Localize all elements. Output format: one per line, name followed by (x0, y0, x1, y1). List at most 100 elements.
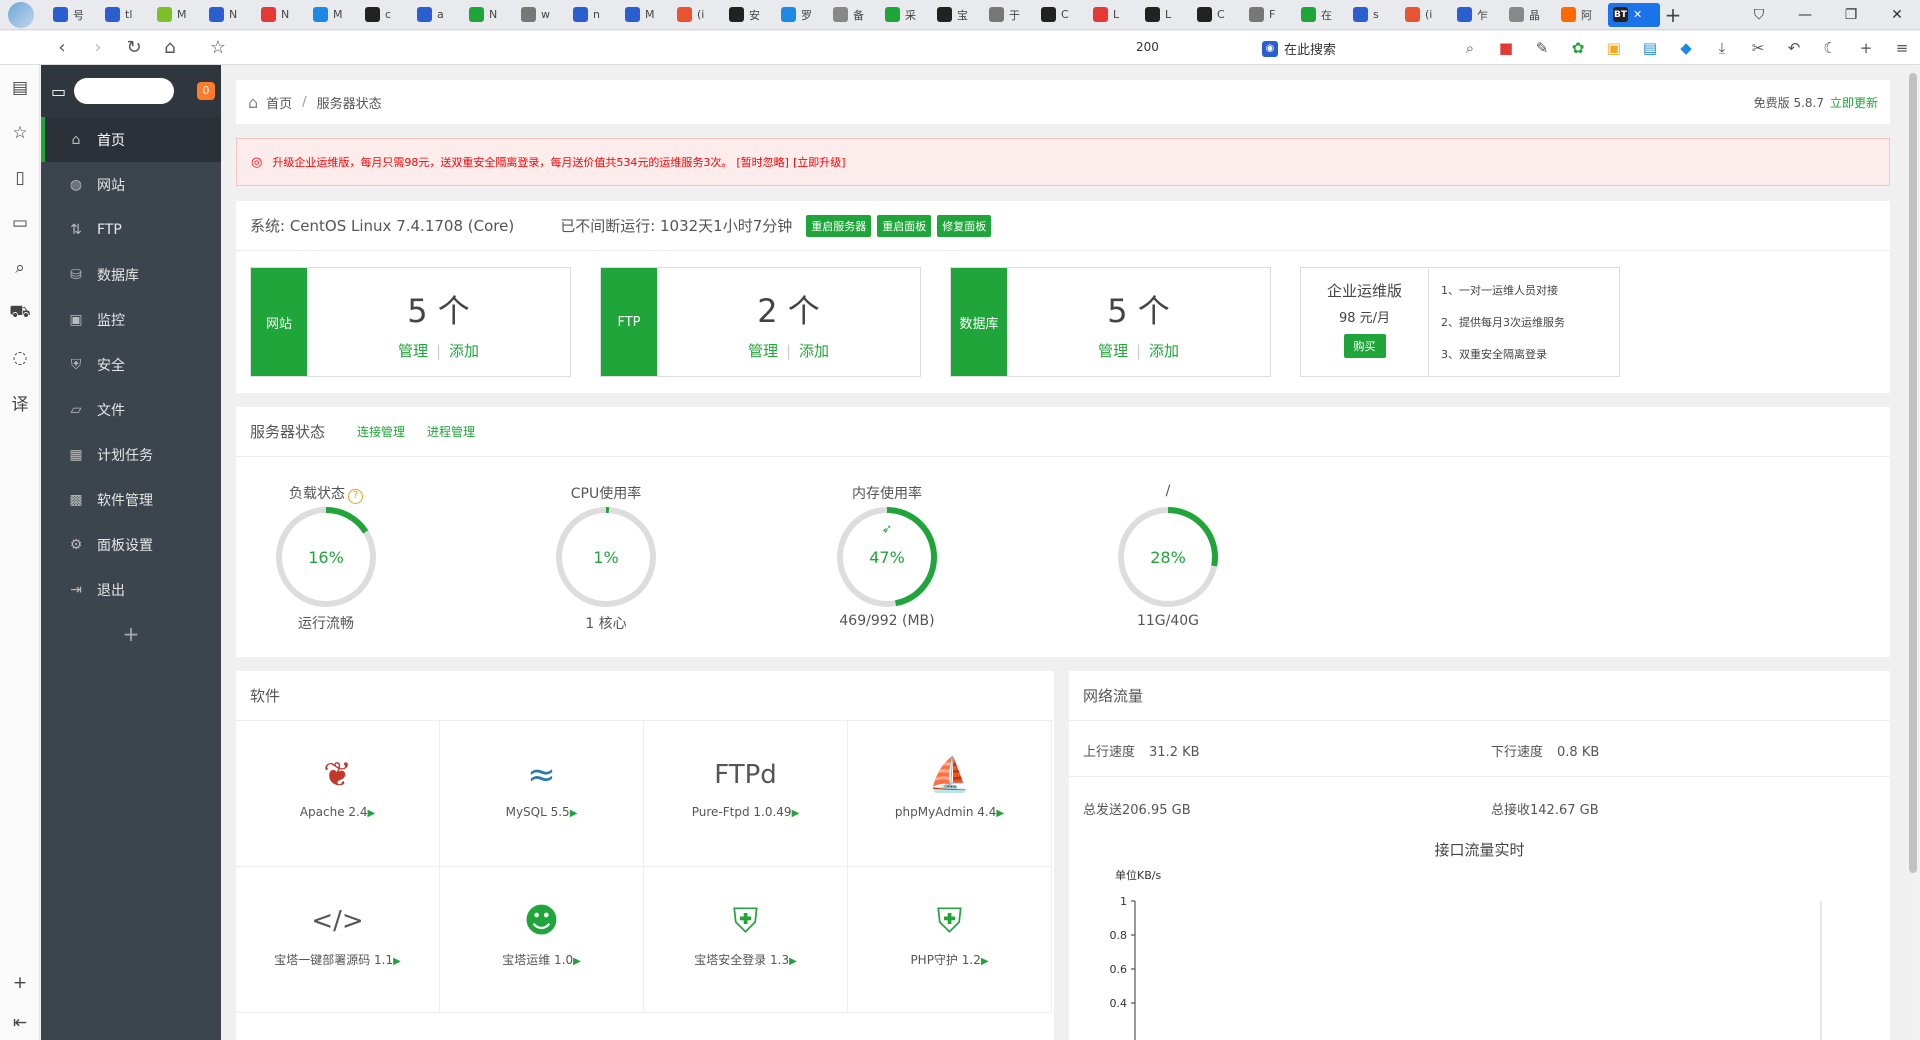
traffic-chart[interactable]: 单位KB/s 1 0.8 0.6 0.4 (1069, 861, 1890, 1040)
reader-icon[interactable]: ▤ (11, 77, 29, 98)
browser-tab[interactable]: 乍 (1452, 3, 1504, 27)
browser-tab[interactable]: 罗 (776, 3, 828, 27)
search-icon[interactable]: ⌕ (15, 257, 25, 278)
software-item[interactable]: ⛨ 宝塔安全登录 1.3▶ (644, 867, 848, 1013)
edit-extension-icon[interactable]: ◆ (1680, 39, 1692, 57)
browser-tab[interactable]: M (620, 3, 672, 27)
gear-extension-icon[interactable]: ✿ (1571, 39, 1585, 57)
add-icon[interactable]: + (1859, 39, 1873, 57)
browser-tab[interactable]: w (516, 3, 568, 27)
browser-tab[interactable]: s (1348, 3, 1400, 27)
book-icon[interactable]: ▯ (15, 167, 25, 188)
manage-link[interactable]: 管理 (1097, 342, 1128, 360)
translate-icon[interactable]: 译 (11, 395, 29, 415)
browser-tab[interactable]: tl (100, 3, 152, 27)
software-item[interactable]: </> 宝塔一键部署源码 1.1▶ (236, 867, 440, 1013)
undo-icon[interactable]: ↶ (1787, 39, 1801, 57)
forward-icon[interactable]: › (94, 37, 102, 58)
buy-button[interactable]: 购买 (1343, 334, 1386, 358)
menu-item[interactable]: ▩ 软件管理 (41, 477, 221, 522)
browser-tab[interactable]: 号 (48, 3, 100, 27)
software-item[interactable]: ☻ 宝塔运维 1.0▶ (440, 867, 644, 1013)
bookmark-star-icon[interactable]: ☆ (209, 37, 227, 58)
inbox-icon[interactable]: ▭ (11, 212, 29, 233)
browser-tab[interactable]: 阿 (1556, 3, 1608, 27)
breadcrumb-home[interactable]: 首页 (266, 96, 293, 112)
manage-link[interactable]: 管理 (747, 342, 778, 360)
collapse-icon[interactable]: ⇤ (12, 1012, 28, 1033)
notification-badge[interactable]: 0 (197, 82, 215, 100)
browser-tab[interactable]: N (464, 3, 516, 27)
play-arrow-icon[interactable]: ▶ (996, 808, 1005, 819)
new-tab-button[interactable]: + (1664, 2, 1682, 27)
gauge-ring[interactable]: 16% (274, 505, 378, 609)
browser-tab[interactable]: 宝 (932, 3, 984, 27)
menu-item[interactable]: ⛁ 数据库 (41, 252, 221, 297)
browser-tab[interactable]: 在 (1296, 3, 1348, 27)
search-box[interactable]: ◉ 在此搜索 (1262, 39, 1336, 58)
menu-item[interactable]: ⛨ 安全 (41, 342, 221, 387)
play-arrow-icon[interactable]: ▶ (367, 808, 376, 819)
minimize-icon[interactable]: — (1798, 7, 1812, 23)
browser-tab[interactable]: N (256, 3, 308, 27)
add-link[interactable]: 添加 (799, 342, 830, 360)
shirt-icon[interactable]: ⛉ (1753, 7, 1765, 23)
browser-tab[interactable]: C (1036, 3, 1088, 27)
back-icon[interactable]: ‹ (58, 37, 66, 58)
browser-tab[interactable]: (i (672, 3, 724, 27)
stat-count[interactable]: 2 个 (757, 292, 820, 330)
software-item[interactable]: ⛵ phpMyAdmin 4.4▶ (848, 721, 1052, 867)
restart-server-button[interactable]: 重启服务器 (806, 214, 872, 237)
add-icon[interactable]: + (12, 972, 28, 993)
play-arrow-icon[interactable]: ▶ (791, 808, 800, 819)
browser-tab[interactable]: C (1192, 3, 1244, 27)
browser-tab[interactable]: 于 (984, 3, 1036, 27)
restart-panel-button[interactable]: 重启面板 (877, 214, 932, 237)
repair-panel-button[interactable]: 修复面板 (937, 214, 992, 237)
note-extension-icon[interactable]: ▣ (1606, 39, 1622, 57)
play-arrow-icon[interactable]: ▶ (569, 808, 578, 819)
browser-tab[interactable]: L (1140, 3, 1192, 27)
add-menu-button[interactable]: + (122, 622, 140, 646)
menu-icon[interactable]: ≡ (1895, 39, 1909, 57)
ignore-link[interactable]: [暂时忽略] (736, 156, 789, 169)
scrollbar-thumb[interactable] (1909, 73, 1917, 873)
browser-tab[interactable]: N (204, 3, 256, 27)
stat-count[interactable]: 5 个 (1107, 292, 1170, 330)
browser-tab[interactable]: 晶 (1504, 3, 1556, 27)
browser-tab[interactable]: F (1244, 3, 1296, 27)
tab-close-icon[interactable]: ✕ (1633, 8, 1643, 21)
play-arrow-icon[interactable]: ▶ (789, 956, 797, 967)
browser-tab[interactable]: 采 (880, 3, 932, 27)
restore-icon[interactable]: ❐ (1844, 7, 1858, 23)
software-item[interactable]: ≈ MySQL 5.5▶ (440, 721, 644, 867)
software-item[interactable]: ❦ Apache 2.4▶ (236, 721, 440, 867)
process-manage-link[interactable]: 进程管理 (427, 425, 476, 439)
gauge-ring[interactable]: 1% (554, 505, 658, 609)
software-item[interactable]: ⛨ PHP守护 1.2▶ (848, 867, 1052, 1013)
play-arrow-icon[interactable]: ▶ (573, 956, 581, 967)
menu-item[interactable]: ⚙ 面板设置 (41, 522, 221, 567)
add-link[interactable]: 添加 (1149, 342, 1180, 360)
stat-count[interactable]: 5 个 (407, 292, 470, 330)
menu-item[interactable]: ⇅ FTP (41, 207, 221, 252)
connection-manage-link[interactable]: 连接管理 (357, 425, 406, 439)
close-icon[interactable]: ✕ (1891, 7, 1903, 23)
home-icon[interactable]: ⌂ (164, 37, 176, 58)
fe-extension-icon[interactable]: ■ (1498, 39, 1514, 57)
browser-tab[interactable]: c (360, 3, 412, 27)
browser-tab[interactable]: L (1088, 3, 1140, 27)
help-icon[interactable]: ? (348, 489, 363, 504)
update-link[interactable]: 立即更新 (1829, 96, 1878, 110)
play-arrow-icon[interactable]: ▶ (980, 956, 989, 967)
upgrade-link[interactable]: [立即升级] (792, 156, 846, 169)
cart-icon[interactable]: ⛟ (9, 301, 31, 322)
tab-active[interactable]: BT ✕ (1608, 2, 1660, 27)
dark-mode-icon[interactable]: ☾ (1823, 39, 1837, 57)
screenshot-icon[interactable]: ✂ (1751, 39, 1765, 57)
home-icon[interactable]: ⌂ (248, 92, 259, 112)
menu-item[interactable]: ◍ 网站 (41, 162, 221, 207)
profile-avatar[interactable] (8, 1, 34, 28)
manage-link[interactable]: 管理 (397, 342, 428, 360)
play-arrow-icon[interactable]: ▶ (393, 956, 401, 967)
